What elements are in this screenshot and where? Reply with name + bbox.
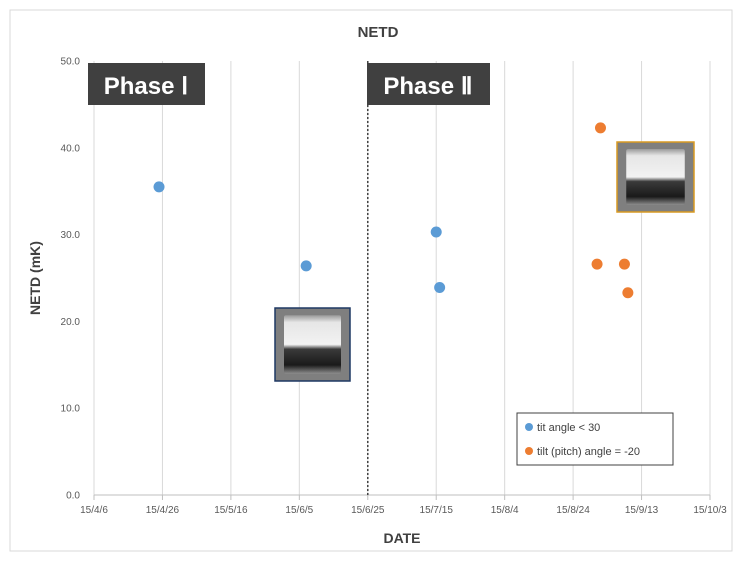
data-point-series-2 — [622, 287, 634, 299]
legend-label: tilt (pitch) angle = -20 — [537, 446, 640, 458]
inset-images — [274, 141, 695, 382]
legend-box — [516, 412, 674, 466]
phase-2-text: Phase Ⅱ — [383, 73, 472, 100]
phase-1-text: Phase Ⅰ — [104, 73, 188, 100]
y-tick-label: 30.0 — [61, 230, 81, 241]
phase-1-thermal-image — [274, 307, 351, 382]
y-axis-label: NETD (mK) — [27, 241, 43, 315]
y-tick-label: 0.0 — [66, 491, 80, 502]
data-point-series-2 — [591, 258, 603, 270]
grid-lines — [93, 61, 711, 495]
phase-2-label: Phase Ⅱ — [367, 63, 490, 105]
data-point-series-1 — [434, 282, 446, 294]
phase-2-thermal-image — [616, 141, 695, 213]
x-tick-label: 15/8/24 — [556, 505, 590, 516]
legend-marker — [525, 423, 533, 431]
inset-object — [284, 315, 341, 374]
x-axis-label: DATE — [383, 530, 420, 546]
legend: tit angle < 30 tilt (pitch) angle = -20 — [516, 412, 674, 466]
data-point-series-2 — [618, 258, 630, 270]
data-point-series-1 — [153, 181, 165, 193]
axes: 15/4/6 15/4/26 15/5/16 15/6/5 15/6/25 15/7/15… — [61, 57, 728, 517]
phase-1-label: Phase Ⅰ — [88, 63, 205, 105]
x-tick-label: 15/8/4 — [491, 505, 519, 516]
y-tick-label: 20.0 — [61, 317, 81, 328]
y-tick-label: 10.0 — [61, 404, 81, 415]
y-tick-label: 50.0 — [61, 57, 81, 68]
inset-object — [626, 149, 685, 205]
chart-title: NETD — [358, 24, 399, 41]
data-point-series-1 — [300, 260, 312, 272]
phase-labels: Phase Ⅰ Phase Ⅱ — [88, 63, 490, 105]
data-point-series-1 — [430, 226, 442, 238]
x-tick-label: 15/5/16 — [214, 505, 248, 516]
x-tick-label: 15/6/25 — [351, 505, 385, 516]
x-tick-label: 15/4/26 — [146, 505, 180, 516]
legend-label: tit angle < 30 — [537, 422, 600, 434]
data-points — [153, 122, 634, 299]
x-tick-label: 15/9/13 — [625, 505, 659, 516]
x-tick-label: 15/7/15 — [420, 505, 454, 516]
x-tick-label: 15/6/5 — [285, 505, 313, 516]
y-tick-label: 40.0 — [61, 143, 81, 154]
legend-marker — [525, 447, 533, 455]
inset-border — [274, 307, 351, 382]
inset-border — [616, 141, 695, 213]
phase-1-background — [88, 63, 205, 105]
phase-2-background — [367, 63, 490, 105]
x-tick-label: 15/10/3 — [693, 505, 727, 516]
data-point-series-2 — [594, 122, 606, 134]
x-tick-label: 15/4/6 — [80, 505, 108, 516]
